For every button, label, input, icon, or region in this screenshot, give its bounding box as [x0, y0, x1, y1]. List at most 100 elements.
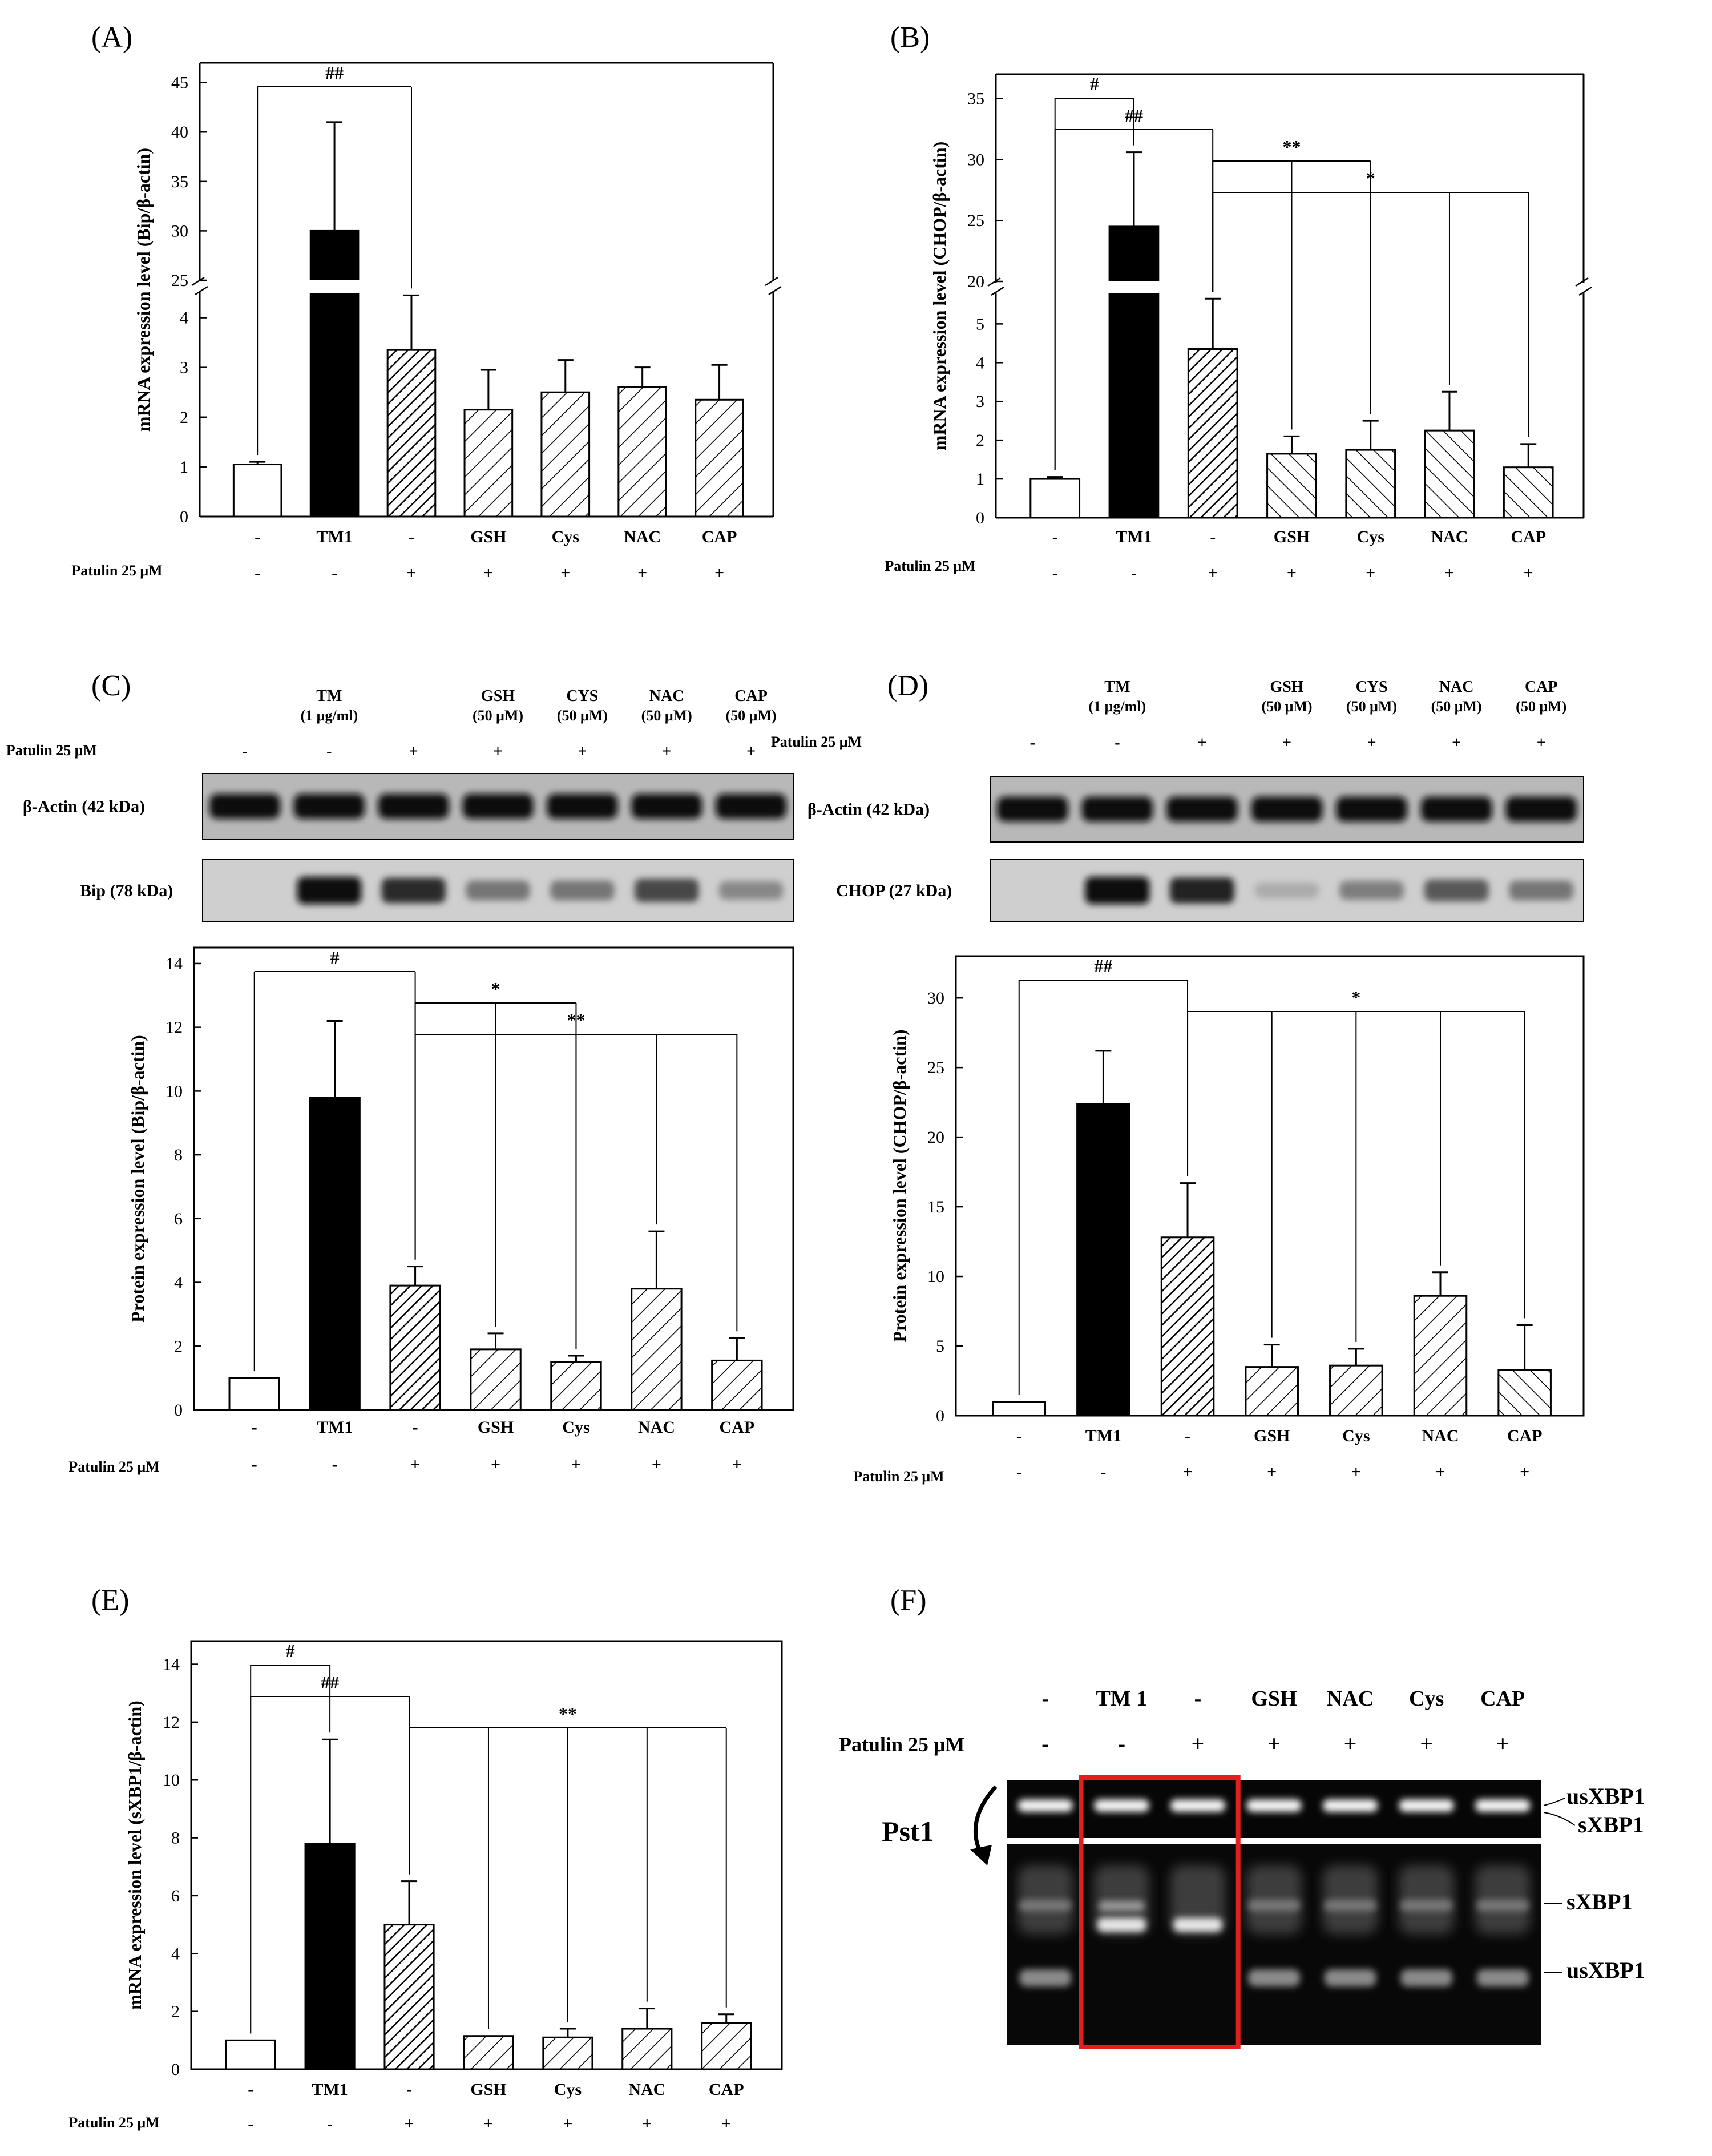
category-label: GSH [1254, 1426, 1290, 1445]
patulin-sign: - [1052, 563, 1058, 582]
patulin-sign: + [404, 2114, 414, 2133]
gel-usxbp1-band [1324, 1969, 1376, 1986]
sig-marker: ** [559, 1703, 577, 1724]
category-label: GSH [478, 1418, 514, 1437]
plot-frame [955, 955, 1585, 1417]
blot-actin-band [209, 793, 281, 819]
blot-treatment-dose: (1 μg/ml) [300, 707, 358, 724]
chart-panel-d: 0 5 10 15 20 25 30 Protein expression level (CH… [853, 955, 1585, 1485]
axis-break-mark [765, 276, 778, 287]
axis-break-mark [191, 276, 205, 287]
patulin-sign: + [1524, 563, 1533, 582]
blot-patulin-label: Patulin 25 μM [6, 742, 97, 759]
category-label: TM1 [1085, 1426, 1121, 1445]
gel-patulin-label: Patulin 25 μM [839, 1733, 964, 1756]
gel-usxbp1-band [1476, 1969, 1529, 1986]
category-label: CAP [1507, 1426, 1543, 1445]
patulin-sign: + [1182, 1462, 1192, 1481]
y-tick-label: 2 [174, 1337, 183, 1356]
bar-break-gap [309, 280, 360, 293]
y-axis-label: Protein expression level (CHOP/β-actin) [889, 1029, 910, 1342]
gel-digest-arrow [973, 1785, 998, 1856]
patulin-sign: + [1366, 563, 1375, 582]
gel-top-band [1399, 1799, 1454, 1812]
blot-patulin-sign: + [1197, 734, 1206, 752]
xbp1-splicing-gel: - - TM 1 - - + GSH + NAC + Cys + CAP + Patulin 25 μM us… [839, 1687, 1645, 2049]
blot-treatment-dose: (50 μM) [641, 707, 692, 724]
blot-patulin-sign: + [746, 743, 756, 760]
blot-treatment-dose: (50 μM) [726, 707, 777, 724]
bar-0 [1029, 478, 1081, 519]
patulin-sign: + [732, 1455, 742, 1474]
blot-treatment-name: NAC [1439, 678, 1474, 696]
category-label: GSH [470, 527, 506, 546]
blot-treatment-dose: (50 μM) [1346, 698, 1397, 715]
gel-patulin-sign: + [1192, 1731, 1205, 1756]
sig-marker: ** [567, 1010, 585, 1030]
blot-patulin-sign: + [494, 743, 503, 760]
patulin-sign: + [560, 563, 570, 582]
blot-actin-band [1251, 796, 1323, 822]
blot-actin-band [1081, 796, 1153, 822]
gel-enzyme-label: Pst1 [882, 1815, 934, 1847]
blot-patulin-sign: + [409, 743, 418, 760]
blot-actin-band [1505, 796, 1577, 822]
y-tick-label: 30 [171, 221, 188, 240]
patulin-sign: - [248, 2114, 253, 2133]
blot-actin-band [293, 793, 365, 819]
axis-break-gap [191, 281, 209, 292]
panel-label-e: (E) [91, 1584, 129, 1617]
y-tick-label: 45 [171, 74, 188, 92]
axis-break-mark [768, 285, 782, 296]
gel-patulin-sign: + [1420, 1731, 1433, 1756]
bar-6 [701, 2022, 752, 2070]
y-axis-label: mRNA expression level (Bip/β-actin) [133, 148, 154, 432]
y-tick-label: 30 [967, 150, 984, 169]
blot-actin-band [715, 793, 787, 819]
category-label: - [1016, 1426, 1022, 1445]
category-label: - [406, 2080, 412, 2099]
patulin-sign: + [1351, 1462, 1361, 1481]
patulin-sign: - [252, 1455, 257, 1474]
y-tick-label: 4 [976, 353, 984, 372]
blot-treatment-name: TM [1104, 678, 1130, 696]
axis-break-mark [987, 277, 1001, 287]
blot-target-band [550, 880, 615, 901]
y-tick-label: 10 [165, 1082, 183, 1101]
category-label: TM1 [317, 1418, 353, 1437]
patulin-sign: + [483, 2114, 493, 2133]
gel-lane-label: GSH [1251, 1687, 1297, 1711]
y-tick-label: 15 [927, 1198, 944, 1216]
blot-target-band [635, 878, 699, 902]
gel-label-connector [1543, 1798, 1565, 1806]
gel-sxbp1-faint-band [1324, 1900, 1376, 1911]
y-axis-label: Protein expression level (Bip/β-actin) [127, 1035, 148, 1323]
blot-actin-band [462, 793, 534, 819]
blot-actin-band [378, 793, 449, 819]
sig-marker: ## [321, 1672, 339, 1692]
panel-label-d: (D) [887, 670, 928, 702]
patulin-sign: + [721, 2114, 731, 2133]
sig-marker: # [286, 1641, 295, 1661]
gel-sxbp1-faint-band [1476, 1900, 1529, 1911]
blot-target-band [297, 877, 361, 904]
y-tick-label: 0 [174, 1401, 183, 1420]
y-tick-label: 30 [927, 989, 944, 1008]
patulin-row-label: Patulin 25 μM [68, 2114, 159, 2131]
blot-loading-label: β-Actin (42 kDa) [807, 800, 930, 819]
patulin-sign: - [332, 1455, 338, 1474]
y-axis-label: mRNA expression level (sXBP1/β-actin) [124, 1700, 145, 2010]
panel-label-f: (F) [890, 1584, 927, 1617]
category-label: GSH [470, 2080, 506, 2099]
y-tick-label: 6 [171, 1887, 180, 1905]
y-tick-label: 20 [967, 272, 984, 291]
bar-3 [463, 2035, 514, 2070]
y-axis-label: mRNA expression level (CHOP/β-actin) [929, 142, 950, 451]
sig-marker: ## [325, 62, 344, 83]
gel-smear [1170, 1865, 1226, 1934]
category-label: NAC [628, 2080, 665, 2099]
gel-top-band [1322, 1799, 1378, 1812]
y-tick-label: 2 [171, 2002, 180, 2021]
y-tick-label: 1 [976, 470, 984, 489]
category-label: NAC [1422, 1426, 1459, 1445]
